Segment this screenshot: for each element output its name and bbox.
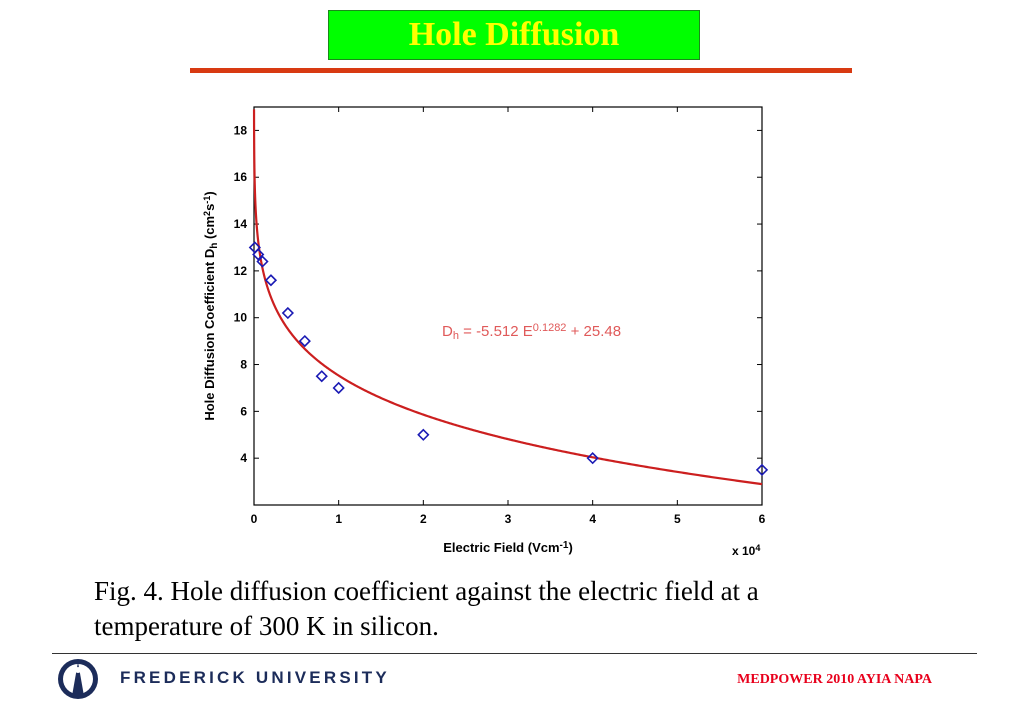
data-point <box>281 306 294 320</box>
x-axis-label-close: ) <box>568 540 572 555</box>
title-underline <box>190 68 852 73</box>
fit-equation-main: D <box>442 323 453 340</box>
y-tick-label: 10 <box>234 311 248 325</box>
y-axis-label-sub: h <box>209 243 220 249</box>
data-point <box>256 255 269 268</box>
data-points <box>248 241 769 477</box>
y-tick-label: 4 <box>240 451 247 465</box>
fit-equation-mid: = -5.512 E <box>459 323 533 340</box>
fit-equation-exp: 0.1282 <box>533 322 567 334</box>
x-axis-label-sup: -1 <box>560 540 569 551</box>
y-axis-label-sup1: 2 <box>202 211 212 216</box>
x-tick-label: 5 <box>674 512 681 526</box>
data-point <box>417 428 430 441</box>
x-multiplier: x 104 <box>732 543 760 559</box>
data-point <box>252 248 265 261</box>
data-point <box>755 463 769 477</box>
fit-equation-sub: h <box>453 330 459 342</box>
x-multiplier-exp: 4 <box>755 543 760 553</box>
y-axis-label-units: (cm <box>202 216 217 243</box>
footer-conference: MEDPOWER 2010 AYIA NAPA <box>737 672 932 687</box>
x-axis-label: Electric Field (Vcm-1) <box>443 540 573 556</box>
frederick-university-logo-icon <box>58 659 98 699</box>
plot-area <box>253 106 763 506</box>
y-tick-label: 16 <box>234 170 248 184</box>
y-axis-label-main: Hole Diffusion Coefficient D <box>202 249 217 421</box>
data-point <box>264 274 278 287</box>
caption-line-2: temperature of 300 K in silicon. <box>94 611 439 641</box>
fit-equation: Dh = -5.512 E0.1282 + 25.48 <box>442 322 621 342</box>
fit-line-group <box>252 109 763 486</box>
slide-title-box: Hole Diffusion <box>328 10 700 60</box>
y-tick-label: 8 <box>240 358 247 372</box>
x-tick-label: 4 <box>589 512 596 526</box>
data-point <box>315 370 328 383</box>
slide-title: Hole Diffusion <box>408 16 620 53</box>
y-axis-label-sup2: -1 <box>202 196 212 204</box>
fit-line <box>252 109 763 486</box>
footer-university-name: FREDERICK UNIVERSITY <box>120 668 390 687</box>
fit-equation-end: + 25.48 <box>566 323 621 340</box>
caption-line-1: Fig. 4. Hole diffusion coefficient again… <box>94 576 759 606</box>
y-tick-label: 14 <box>234 217 248 231</box>
data-point <box>586 452 599 465</box>
x-axis-label-main: Electric Field (Vcm <box>443 540 559 555</box>
y-axis-label-close: ) <box>202 191 217 195</box>
y-tick-label: 18 <box>234 123 248 137</box>
x-tick-label: 3 <box>505 512 512 526</box>
y-tick-label: 6 <box>240 404 247 418</box>
x-multiplier-base: x 10 <box>732 544 756 558</box>
x-tick-label: 0 <box>251 512 258 526</box>
x-tick-label: 6 <box>759 512 766 526</box>
data-point <box>332 381 345 395</box>
y-tick-label: 12 <box>234 264 248 278</box>
footer-rule <box>52 653 977 654</box>
data-point <box>298 334 311 348</box>
figure-caption: Fig. 4. Hole diffusion coefficient again… <box>94 574 954 644</box>
y-axis-label-s: s <box>202 204 217 211</box>
x-tick-label: 1 <box>335 512 342 526</box>
x-tick-label: 2 <box>420 512 427 526</box>
y-axis-label: Hole Diffusion Coefficient Dh (cm2s-1) <box>202 191 220 420</box>
